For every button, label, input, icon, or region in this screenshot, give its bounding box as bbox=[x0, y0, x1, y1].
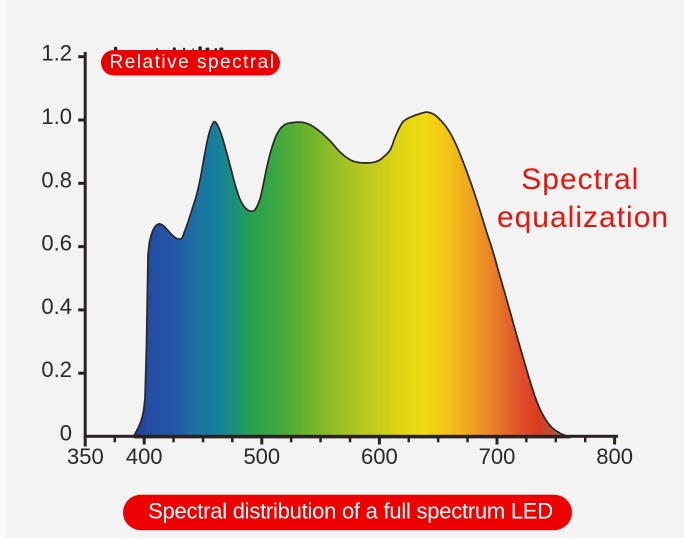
svg-text:600: 600 bbox=[361, 444, 398, 469]
svg-text:equalization: equalization bbox=[497, 201, 669, 234]
svg-text:Spectral: Spectral bbox=[521, 163, 639, 196]
svg-text:Spectral distribution of a ful: Spectral distribution of a full spectrum… bbox=[148, 499, 553, 524]
svg-text:700: 700 bbox=[479, 444, 516, 469]
svg-text:0: 0 bbox=[60, 421, 72, 446]
svg-text:Relative spectral: Relative spectral bbox=[110, 52, 276, 73]
svg-text:400: 400 bbox=[126, 444, 163, 469]
svg-text:1.2: 1.2 bbox=[41, 41, 72, 66]
svg-text:1.0: 1.0 bbox=[41, 104, 72, 129]
svg-text:500: 500 bbox=[243, 444, 280, 469]
svg-text:0.2: 0.2 bbox=[41, 357, 72, 382]
svg-text:800: 800 bbox=[596, 444, 633, 469]
svg-text:0.6: 0.6 bbox=[41, 231, 72, 256]
svg-text:350: 350 bbox=[67, 444, 104, 469]
svg-text:0.8: 0.8 bbox=[41, 167, 72, 192]
svg-text:0.4: 0.4 bbox=[41, 294, 72, 319]
